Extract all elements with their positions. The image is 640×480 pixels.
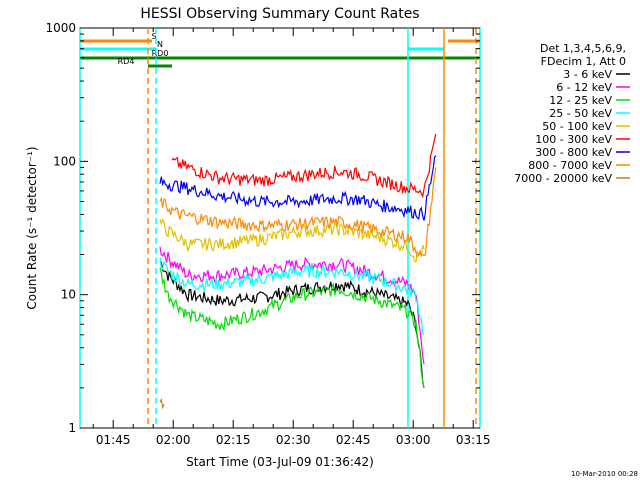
- x-tick-label: 02:00: [156, 433, 191, 447]
- legend-entry-label: 100 - 300 keV: [535, 133, 612, 146]
- series-line: [159, 218, 425, 263]
- legend-title-line: Det 1,3,4,5,6,9,: [540, 42, 626, 55]
- series-line: [159, 267, 425, 389]
- x-tick-label: 01:45: [96, 433, 131, 447]
- legend-entry-label: 300 - 800 keV: [535, 146, 612, 159]
- series-line: [159, 155, 437, 221]
- state-bar-label: RD4: [118, 57, 135, 66]
- series-line: [159, 397, 165, 410]
- legend-title-line: FDecim 1, Att 0: [541, 55, 626, 68]
- legend-entry-label: 6 - 12 keV: [556, 81, 612, 94]
- series-line: [159, 246, 425, 365]
- axes: 01:45 02:00 02:15 02:30 02:45 03:00 03:15 1 10 10…: [45, 21, 490, 447]
- plot-area-frame: [79, 27, 481, 429]
- vertical-markers: [79, 28, 481, 428]
- x-tick-label: 03:00: [396, 433, 431, 447]
- state-bar-label: N: [157, 40, 163, 49]
- y-tick-label: 1: [68, 421, 76, 435]
- series-line: [159, 256, 425, 336]
- x-tick-label: 03:15: [456, 433, 491, 447]
- legend-entry-label: 50 - 100 keV: [542, 120, 612, 133]
- x-tick-label: 02:30: [276, 433, 311, 447]
- legend-entry-label: 800 - 7000 keV: [528, 159, 612, 172]
- chart-title: HESSI Observing Summary Count Rates: [140, 6, 419, 22]
- footer-date: 10-Mar-2010 00:28: [571, 470, 638, 478]
- series-line: [159, 167, 437, 258]
- legend-entry-label: 3 - 6 keV: [563, 68, 612, 81]
- x-axis-label: Start Time (03-Jul-09 01:36:42): [186, 455, 374, 469]
- y-tick-label: 100: [53, 154, 76, 168]
- y-tick-label: 10: [61, 288, 76, 302]
- legend-entry-label: 12 - 25 keV: [549, 94, 612, 107]
- series-lines: [159, 133, 437, 410]
- y-axis-label: Count Rate (s⁻¹ detector⁻¹): [25, 146, 39, 309]
- legend: Det 1,3,4,5,6,9,FDecim 1, Att 03 - 6 keV…: [514, 42, 630, 185]
- state-bar-label: S: [151, 32, 156, 41]
- y-tick-label: 1000: [45, 21, 76, 35]
- x-tick-label: 02:45: [336, 433, 371, 447]
- series-line: [171, 133, 437, 199]
- state-bar-label: RD0: [152, 49, 169, 58]
- legend-entry-label: 25 - 50 keV: [549, 107, 612, 120]
- legend-entry-label: 7000 - 20000 keV: [514, 172, 612, 185]
- x-tick-label: 02:15: [216, 433, 251, 447]
